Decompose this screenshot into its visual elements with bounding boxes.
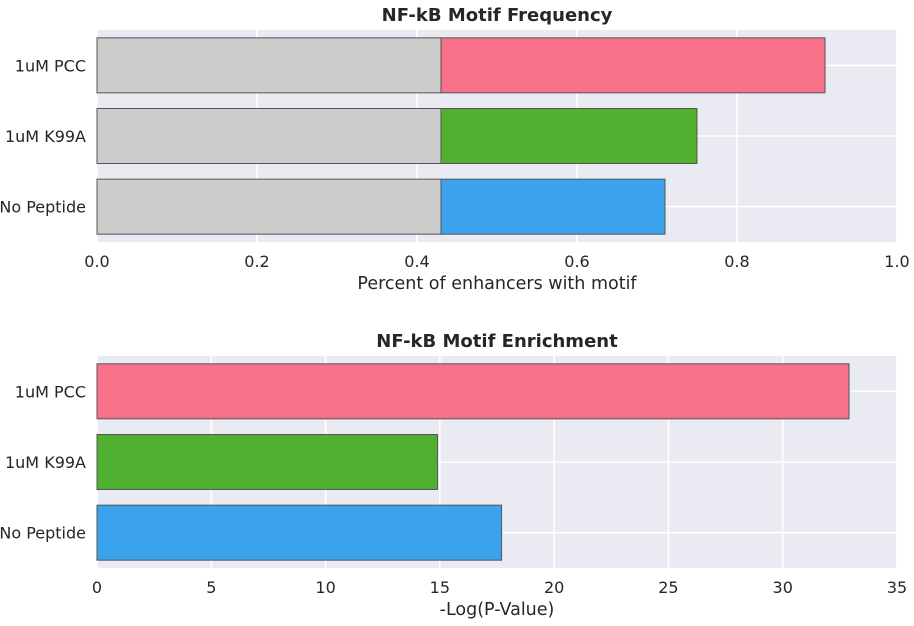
bar [96,37,442,94]
bar [440,108,698,164]
x-tick-label: 30 [773,578,793,597]
y-tick-label: No Peptide [0,524,86,543]
x-tick-label: 0.0 [84,252,109,271]
plot-area: 0.0 0.2 0.4 0.6 0.8 1.0 1uM PCC 1uM K99A No Pept… [0,30,910,271]
bar [96,504,503,561]
bar [96,178,442,235]
bar [440,37,826,94]
y-tick-label: 1uM K99A [5,127,86,146]
x-tick-label: 0 [92,578,102,597]
bar [96,363,850,420]
x-tick-label: 5 [206,578,216,597]
chart-title: NF-kB Motif Frequency [382,5,613,26]
x-tick-label: 1.0 [884,252,909,271]
x-tick-label: 10 [315,578,335,597]
chart-title: NF-kB Motif Enrichment [376,331,618,352]
frequency-chart: NF-kB Motif Frequency 0.0 0.2 0.4 0.6 0.8 1.0… [0,5,910,294]
bar [96,434,439,490]
x-tick-label: 0.8 [724,252,749,271]
x-tick-label: 0.4 [404,252,429,271]
y-tick-label: 1uM PCC [15,56,86,75]
plot-area: 0 5 10 15 20 25 30 35 1uM PCC 1uM K99A No Peptide [0,356,907,597]
x-axis-label: -Log(P-Value) [440,600,555,620]
bar [96,108,442,164]
x-tick-label: 0.2 [244,252,269,271]
enrichment-chart: NF-kB Motif Enrichment 0 5 10 15 20 25 30 35 1uM… [0,331,907,620]
x-tick-label: 0.6 [564,252,589,271]
bar [440,178,666,235]
x-tick-label: 20 [544,578,564,597]
x-tick-label: 35 [887,578,907,597]
y-tick-label: 1uM PCC [15,382,86,401]
y-tick-label: No Peptide [0,198,86,217]
x-tick-label: 25 [658,578,678,597]
x-axis-label: Percent of enhancers with motif [357,274,637,294]
y-tick-label: 1uM K99A [5,453,86,472]
x-tick-label: 15 [430,578,450,597]
